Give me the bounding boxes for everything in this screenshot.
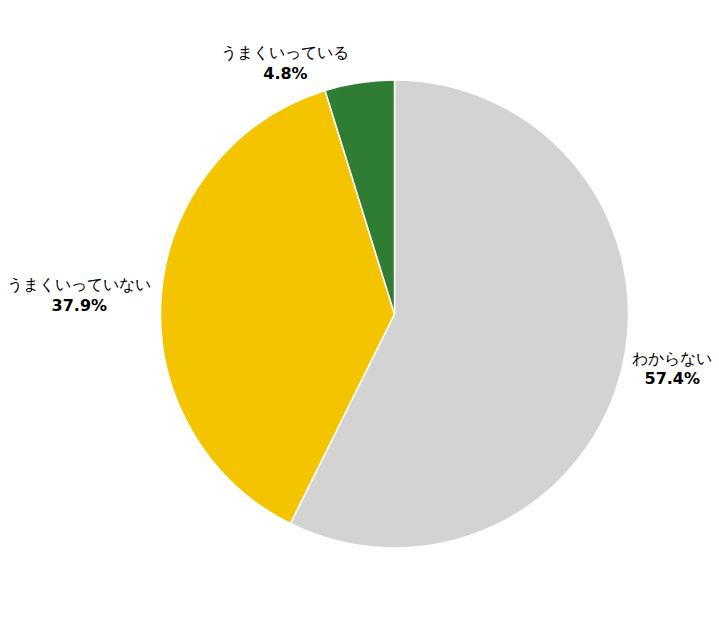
svg-text:うまくいっていない37.9%: うまくいっていない37.9%: [7, 275, 151, 315]
svg-text:うまくいっている4.8%: うまくいっている4.8%: [221, 43, 349, 83]
svg-text:わからない57.4%: わからない57.4%: [632, 349, 712, 389]
